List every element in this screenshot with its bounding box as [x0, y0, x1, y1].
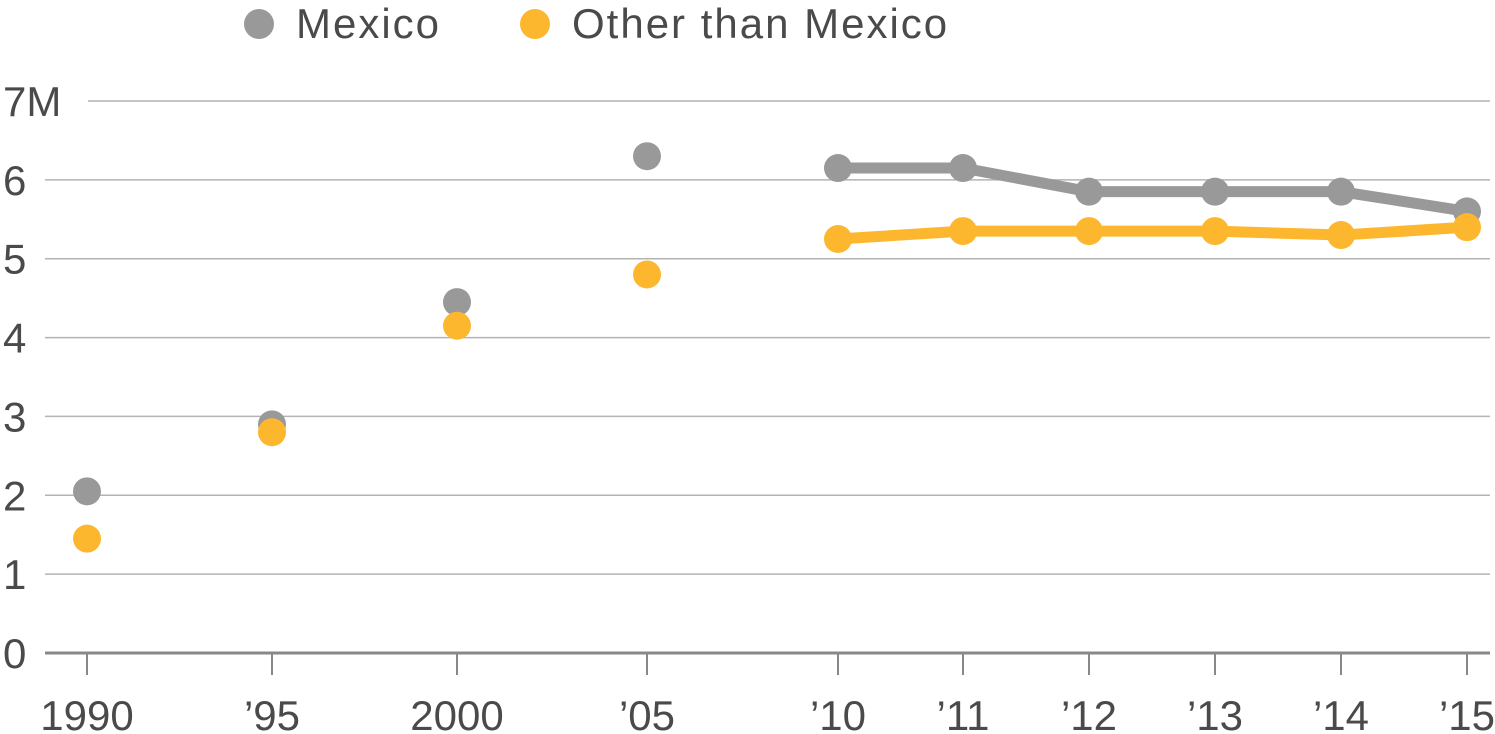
x-tick-label-2012: ’12	[1061, 692, 1117, 734]
point-mexico-2011	[949, 154, 977, 183]
grid-lines	[45, 100, 1490, 655]
point-mexico-2012	[1075, 177, 1103, 206]
point-other-than-mexico-2010	[824, 225, 852, 253]
legend-item-mexico: Mexico	[244, 0, 441, 48]
y-tick-label-4: 4	[3, 315, 26, 362]
point-other-than-mexico-2005	[633, 260, 661, 289]
point-other-than-mexico-1990	[73, 524, 101, 553]
chart-legend: Mexico Other than Mexico	[0, 0, 1495, 50]
x-tick-label-2015: ’15	[1439, 692, 1495, 734]
x-tick-label-2014: ’14	[1313, 692, 1369, 734]
x-axis	[86, 653, 1468, 675]
y-tick-label-1: 1	[3, 551, 26, 598]
legend-swatch-mexico	[244, 9, 274, 39]
point-other-than-mexico-2013	[1201, 217, 1229, 246]
y-tick-label-6: 6	[3, 157, 26, 204]
legend-label-other-than-mexico: Other than Mexico	[572, 0, 950, 47]
y-axis-tick-labels: 0 1 2 3 4 5 6 7M	[3, 78, 61, 677]
point-other-than-mexico-2011	[949, 217, 977, 246]
series-line-mexico	[832, 162, 1473, 217]
point-other-than-mexico-2014	[1327, 221, 1355, 250]
y-tick-label-0: 0	[3, 630, 26, 677]
x-tick-label-1990: 1990	[40, 692, 133, 734]
x-axis-tick-labels: 1990 ’95 2000 ’05 ’10 ’11 ’12 ’13 ’14 ’15	[40, 692, 1495, 734]
legend-label-mexico: Mexico	[296, 0, 442, 47]
point-mexico-2014	[1327, 177, 1355, 206]
point-mexico-1990	[73, 477, 101, 506]
x-tick-label-2010: ’10	[810, 692, 866, 734]
x-tick-label-1995: ’95	[244, 692, 300, 734]
y-tick-label-7: 7M	[3, 78, 61, 125]
x-tick-label-2005: ’05	[619, 692, 675, 734]
point-mexico-2005	[633, 142, 661, 171]
x-tick-label-2011: ’11	[937, 692, 990, 734]
point-mexico-2010	[824, 154, 852, 183]
y-tick-label-2: 2	[3, 472, 26, 519]
series-line-other-than-mexico	[832, 221, 1473, 245]
x-tick-label-2000: 2000	[410, 692, 503, 734]
point-other-than-mexico-2012	[1075, 217, 1103, 246]
x-tick-label-2013: ’13	[1187, 692, 1243, 734]
y-tick-label-3: 3	[3, 393, 26, 440]
series-group	[73, 142, 1481, 553]
legend-swatch-other-than-mexico	[520, 9, 550, 39]
point-mexico-2000	[443, 288, 471, 317]
y-tick-label-5: 5	[3, 236, 26, 283]
legend-item-other-than-mexico: Other than Mexico	[520, 0, 949, 48]
point-other-than-mexico-2000	[443, 311, 471, 340]
point-other-than-mexico-2015	[1453, 213, 1481, 242]
point-other-than-mexico-1995	[258, 418, 286, 447]
point-mexico-2013	[1201, 177, 1229, 206]
